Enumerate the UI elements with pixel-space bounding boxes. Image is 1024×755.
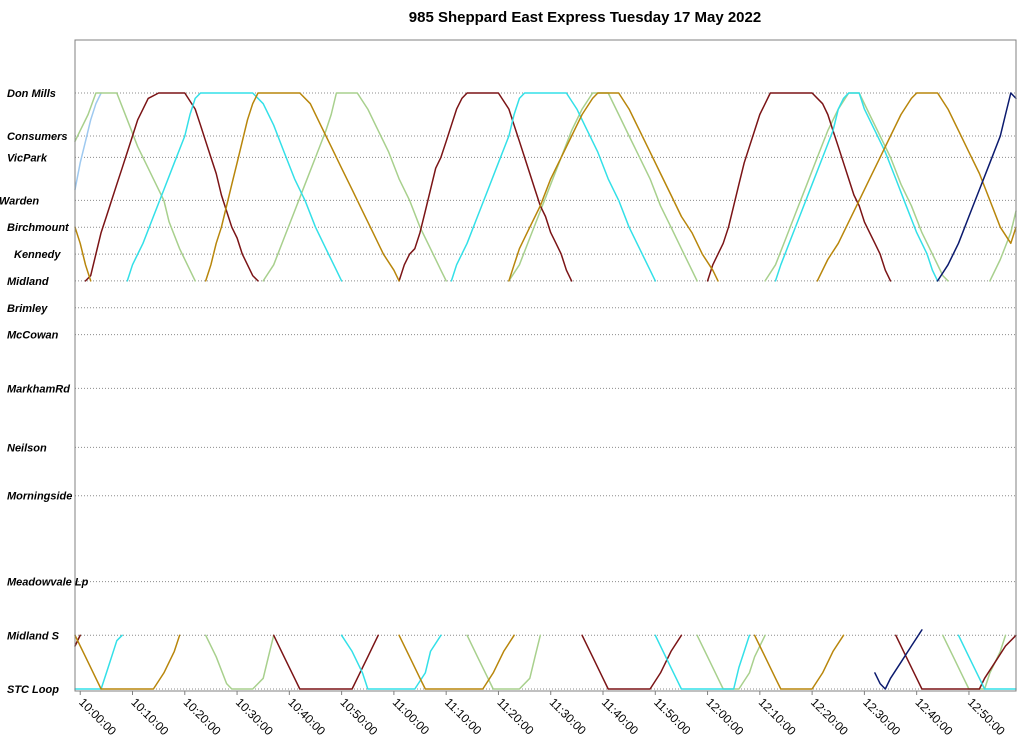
- series-run-3: [74, 92, 1017, 690]
- trip-line: [936, 92, 1017, 282]
- trip-line: [895, 634, 1017, 690]
- trip-line: [816, 92, 1017, 282]
- stop-label-vicpark: VicPark: [7, 152, 48, 164]
- x-tick-label: 11:00:00: [390, 695, 433, 738]
- x-tick-label: 10:40:00: [285, 695, 328, 738]
- x-tick-label: 12:30:00: [860, 695, 903, 738]
- stop-label-consumers: Consumers: [7, 131, 68, 143]
- stop-label-markhamrd: MarkhamRd: [7, 383, 70, 395]
- x-tick-label: 10:50:00: [337, 695, 380, 738]
- trip-line: [508, 92, 719, 282]
- trip-line: [466, 634, 542, 690]
- stop-label-brimley: Brimley: [7, 303, 48, 315]
- trip-line: [398, 634, 515, 690]
- stop-label-mccowan: McCowan: [7, 330, 59, 342]
- stop-label-kennedy: Kennedy: [14, 249, 61, 261]
- stop-label-neilson: Neilson: [7, 442, 47, 454]
- trip-line: [74, 226, 92, 282]
- trip-line: [654, 634, 751, 690]
- trip-line: [450, 92, 657, 282]
- x-tick-label: 10:30:00: [233, 695, 276, 738]
- x-tick-label: 11:10:00: [442, 695, 485, 738]
- stop-label-warden: Warden: [0, 195, 39, 207]
- trip-line: [272, 634, 379, 690]
- trip-line: [74, 92, 102, 191]
- x-tick-label: 12:20:00: [808, 695, 851, 738]
- x-tick-label: 12:00:00: [703, 695, 746, 738]
- chart-title: 985 Sheppard East Express Tuesday 17 May…: [409, 9, 761, 26]
- stop-label-don-mills: Don Mills: [7, 88, 56, 100]
- trip-line: [942, 634, 1007, 690]
- series-layer: [74, 92, 1017, 690]
- trip-line: [696, 634, 766, 690]
- trip-line: [764, 92, 949, 282]
- trip-line: [581, 634, 683, 690]
- series-run-6: [874, 92, 1017, 690]
- x-tick-label: 10:20:00: [181, 695, 224, 738]
- trip-line: [706, 92, 892, 282]
- stop-label-morningside: Morningside: [7, 491, 72, 503]
- trip-line: [74, 634, 181, 690]
- x-tick-label: 10:00:00: [76, 695, 119, 738]
- x-axis-ticks: 10:00:00 10:10:00 10:20:00 10:30:00 10:40:00…: [76, 691, 1008, 738]
- trip-line: [508, 92, 698, 282]
- trip-line: [874, 629, 923, 690]
- trip-line: [74, 634, 123, 690]
- trip-line: [126, 92, 343, 282]
- x-tick-label: 12:50:00: [965, 695, 1008, 738]
- plot-frame: [74, 39, 1017, 692]
- x-tick-label: 10:10:00: [128, 695, 171, 738]
- trip-line: [957, 634, 1017, 690]
- stop-label-birchmount: Birchmount: [7, 222, 70, 234]
- trip-line: [262, 92, 447, 282]
- trip-line: [774, 92, 939, 282]
- stop-label-stc-loop: STC Loop: [7, 684, 59, 696]
- x-tick-label: 12:40:00: [913, 695, 956, 738]
- stop-gridlines: [75, 92, 1016, 690]
- series-run-4: [74, 92, 1017, 690]
- trip-line: [74, 92, 196, 282]
- trip-line: [204, 92, 400, 282]
- stop-label-midland: Midland: [7, 276, 49, 288]
- x-tick-label: 11:50:00: [651, 695, 694, 738]
- trip-line: [204, 634, 275, 690]
- x-tick-label: 11:40:00: [599, 695, 642, 738]
- series-run-1: [74, 92, 102, 191]
- trip-line: [340, 634, 442, 690]
- x-tick-label: 11:30:00: [547, 695, 590, 738]
- x-tick-label: 11:20:00: [494, 695, 537, 738]
- stop-label-midland-s: Midland S: [7, 630, 60, 642]
- series-run-2: [74, 92, 1017, 690]
- trip-line: [989, 210, 1017, 282]
- trip-line: [398, 92, 573, 282]
- stop-label-meadowvale-lp: Meadowvale Lp: [7, 577, 89, 589]
- stop-labels: Don Mills Consumers VicPark Warden Birchmoun…: [0, 88, 89, 696]
- series-run-5: [74, 92, 1017, 690]
- x-tick-label: 12:10:00: [756, 695, 799, 738]
- trip-line: [84, 92, 259, 282]
- trip-line: [753, 634, 845, 690]
